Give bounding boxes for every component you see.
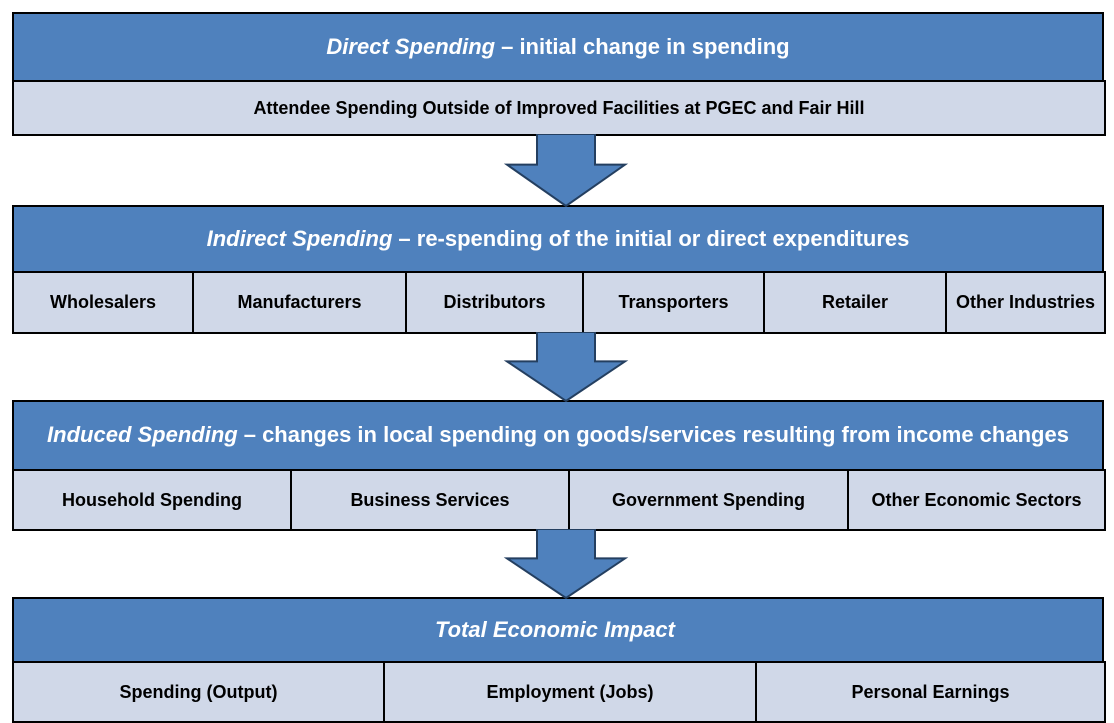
section-cell: Distributors <box>405 271 584 334</box>
header-lead: Total Economic Impact <box>434 616 675 642</box>
header-lead: Induced Spending <box>47 422 238 448</box>
arrow-shape <box>503 332 629 402</box>
section-cell: Attendee Spending Outside of Improved Fa… <box>12 80 1106 136</box>
section-header: Direct Spending – initial change in spend… <box>12 12 1104 82</box>
arrow-shape <box>503 134 629 207</box>
section-cell: Government Spending <box>568 469 849 531</box>
section-cell: Spending (Output) <box>12 661 385 723</box>
header-text: – re-spending of the initial or direct e… <box>398 225 910 251</box>
section-cell: Retailer <box>763 271 947 334</box>
arrow-shape <box>503 529 629 599</box>
section-cell: Wholesalers <box>12 271 194 334</box>
section-cell: Personal Earnings <box>755 661 1106 723</box>
section-cell: Other Economic Sectors <box>847 469 1106 531</box>
down-arrow <box>503 332 629 402</box>
section-cell: Manufacturers <box>192 271 407 334</box>
down-arrow <box>503 134 629 207</box>
header-lead: Indirect Spending <box>206 225 393 251</box>
section-header: Induced Spending – changes in local spend… <box>12 400 1104 471</box>
section-cell: Household Spending <box>12 469 292 531</box>
section-cell: Transporters <box>582 271 765 334</box>
section-cell: Other Industries <box>945 271 1106 334</box>
section-header: Total Economic Impact <box>12 597 1104 663</box>
section-cell: Employment (Jobs) <box>383 661 757 723</box>
section-cell: Business Services <box>290 469 570 531</box>
down-arrow <box>503 529 629 599</box>
section-header: Indirect Spending – re-spending of the in… <box>12 205 1104 273</box>
header-lead: Direct Spending <box>326 33 496 59</box>
header-text: – changes in local spending on goods/ser… <box>243 422 1069 448</box>
header-text: – initial change in spending <box>501 33 790 59</box>
